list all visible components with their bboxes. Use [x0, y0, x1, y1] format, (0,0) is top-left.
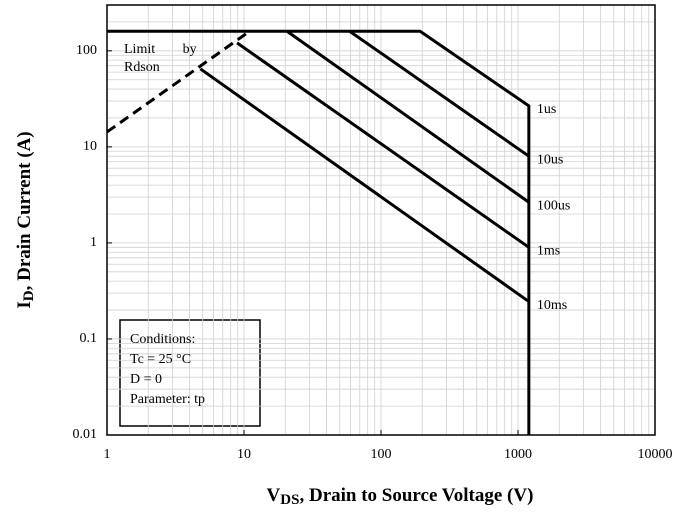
y-label-main: I: [14, 301, 35, 308]
series-label: 1us: [537, 102, 556, 117]
conditions-text: Parameter: tp: [130, 392, 205, 407]
conditions-box: [119, 319, 261, 427]
series-label: 10ms: [537, 298, 567, 313]
x-tick-label: 10: [237, 447, 251, 462]
y-label-sub: D: [21, 290, 37, 301]
x-label-sub: DS: [280, 492, 299, 508]
y-tick-label: 0.1: [80, 331, 98, 346]
y-tick-label: 100: [76, 43, 97, 58]
y-label-rest: , Drain Current (A): [14, 131, 35, 290]
conditions-text: Tc = 25 °C: [130, 352, 191, 367]
plot-frame: [106, 4, 656, 436]
x-tick-label: 100: [371, 447, 392, 462]
y-tick-label: 10: [83, 139, 97, 154]
x-label-rest: , Drain to Source Voltage (V): [299, 485, 533, 506]
x-tick-label: 10000: [638, 447, 673, 462]
y-tick-label: 0.01: [73, 427, 98, 442]
series-line: [236, 41, 530, 249]
x-label-main: V: [267, 485, 281, 506]
conditions-text: D = 0: [130, 372, 162, 387]
series-label: 10us: [537, 152, 563, 167]
x-tick-label: 1000: [504, 447, 532, 462]
y-tick-label: 1: [90, 235, 97, 250]
grid: [106, 5, 656, 436]
series-label: 100us: [537, 198, 570, 213]
series-label: 1ms: [537, 244, 560, 259]
y-axis-label: ID, Drain Current (A): [14, 131, 37, 308]
rdson-line: [106, 29, 251, 134]
conditions-text: Conditions:: [130, 332, 195, 347]
rdson-label: Rdson: [124, 60, 160, 75]
series-line: [286, 29, 530, 204]
rdson-label: Limit by: [124, 42, 197, 57]
x-axis-label: VDS, Drain to Source Voltage (V): [267, 485, 534, 508]
series-line: [199, 67, 530, 303]
x-tick-label: 1: [104, 447, 111, 462]
series-line: [348, 29, 530, 158]
series-line: [107, 29, 531, 435]
